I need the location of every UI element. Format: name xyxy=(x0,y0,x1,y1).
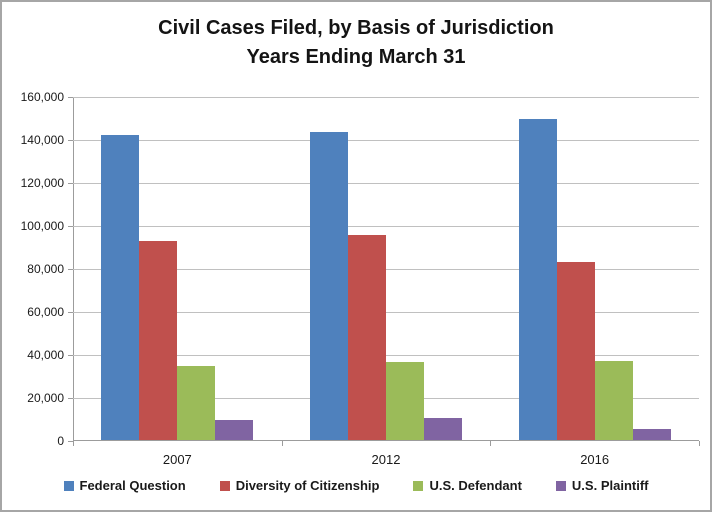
x-axis-category-label: 2007 xyxy=(162,452,192,467)
x-axis-tick xyxy=(73,441,74,446)
x-axis-category-label: 2012 xyxy=(371,452,401,467)
bar-u-s-defendant-2012 xyxy=(386,362,424,440)
bar-u-s-plaintiff-2007 xyxy=(215,420,254,440)
chart-title: Civil Cases Filed, by Basis of Jurisdict… xyxy=(2,14,710,72)
chart-title-line1: Civil Cases Filed, by Basis of Jurisdict… xyxy=(158,17,554,39)
y-axis-tick-label: 20,000 xyxy=(27,391,64,405)
y-axis-tick-label: 140,000 xyxy=(20,133,64,147)
bar-u-s-defendant-2016 xyxy=(594,361,633,440)
bar-u-s-plaintiff-2012 xyxy=(424,418,462,440)
legend-item-diversity-of-citizenship: Diversity of Citizenship xyxy=(219,478,380,493)
bar-u-s-defendant-2007 xyxy=(177,365,216,440)
y-axis-tick-label: 0 xyxy=(57,434,64,448)
legend-label: Diversity of Citizenship xyxy=(235,478,380,493)
legend-item-u-s-plaintiff: U.S. Plaintiff xyxy=(555,478,649,493)
y-axis-tick xyxy=(68,226,73,227)
bar-diversity-of-citizenship-2016 xyxy=(556,261,595,440)
y-axis-tick xyxy=(68,183,73,184)
gridline xyxy=(73,269,699,270)
legend-marker-icon xyxy=(63,480,74,491)
x-axis-tick xyxy=(699,441,700,446)
x-axis-tick xyxy=(490,441,492,446)
bar-u-s-plaintiff-2016 xyxy=(632,428,671,440)
gridline xyxy=(73,355,699,356)
y-axis-tick-label: 40,000 xyxy=(27,348,64,362)
bar-diversity-of-citizenship-2012 xyxy=(348,235,386,440)
y-axis-tick xyxy=(68,269,73,270)
y-axis-tick-label: 120,000 xyxy=(20,176,64,190)
bar-federal-question-2012 xyxy=(310,131,348,440)
y-axis-tick xyxy=(68,398,73,399)
y-axis-tick xyxy=(68,140,73,141)
legend-marker-icon xyxy=(219,480,230,491)
y-axis-tick-label: 160,000 xyxy=(20,90,64,104)
x-axis-line xyxy=(73,440,699,441)
bar-federal-question-2007 xyxy=(101,134,140,440)
gridline xyxy=(73,183,699,184)
gridline xyxy=(73,140,699,141)
chart-title-line2: Years Ending March 31 xyxy=(246,46,466,68)
y-axis-tick xyxy=(68,312,73,313)
bar-federal-question-2016 xyxy=(518,119,557,440)
legend-label: Federal Question xyxy=(79,478,186,493)
legend-item-federal-question: Federal Question xyxy=(63,478,186,493)
y-axis-tick-label: 100,000 xyxy=(20,219,64,233)
y-axis-tick-label: 60,000 xyxy=(27,305,64,319)
legend-item-u-s-defendant: U.S. Defendant xyxy=(413,478,522,493)
gridline xyxy=(73,312,699,313)
y-axis-tick-label: 80,000 xyxy=(27,262,64,276)
legend: Federal Question Diversity of Citizenship… xyxy=(2,478,710,493)
legend-marker-icon xyxy=(555,480,566,491)
plot-area xyxy=(68,97,700,446)
y-axis-tick xyxy=(68,355,73,356)
y-axis-tick xyxy=(68,97,73,98)
legend-label: U.S. Defendant xyxy=(429,478,522,493)
x-axis-category-label: 2016 xyxy=(580,452,610,467)
gridline xyxy=(73,226,699,227)
legend-label: U.S. Plaintiff xyxy=(571,478,649,493)
legend-marker-icon xyxy=(413,480,424,491)
x-axis-tick xyxy=(281,441,283,446)
y-axis-tick xyxy=(68,441,73,442)
gridline xyxy=(73,97,699,98)
bar-diversity-of-citizenship-2007 xyxy=(139,241,178,440)
